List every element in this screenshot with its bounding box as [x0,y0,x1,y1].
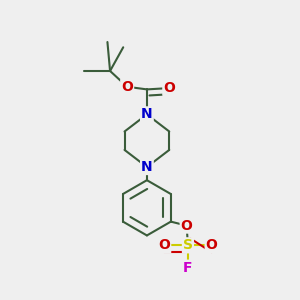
Text: N: N [141,160,153,174]
Text: O: O [206,238,218,252]
Text: O: O [181,219,193,232]
Text: O: O [121,80,133,94]
Text: F: F [183,261,193,275]
Text: N: N [141,107,153,122]
Text: O: O [163,81,175,95]
Text: O: O [158,238,170,252]
Text: S: S [183,238,193,252]
